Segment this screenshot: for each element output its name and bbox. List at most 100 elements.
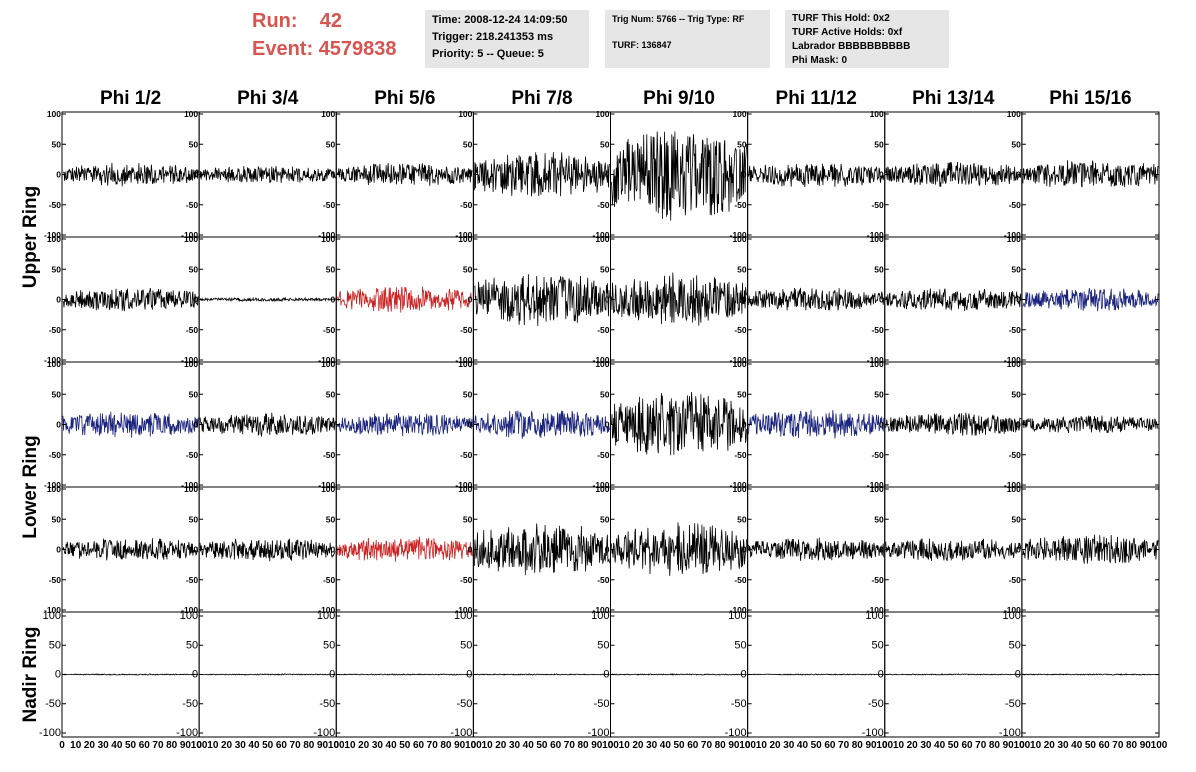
y-tick-label: -50	[597, 450, 610, 460]
waveform-trace	[885, 673, 1022, 676]
y-tick-label: -50	[734, 200, 747, 210]
y-tick-label: 100	[595, 484, 609, 494]
x-tick-label: 50	[536, 740, 548, 751]
x-tick-label: 0	[1019, 740, 1025, 751]
x-tick-label: 0	[471, 740, 477, 751]
y-tick-label: 100	[184, 109, 198, 119]
y-tick-label: 0	[193, 170, 198, 180]
x-tick-label: 0	[333, 740, 339, 751]
y-tick-label: -100	[44, 605, 61, 615]
waveform-trace	[62, 538, 199, 561]
y-tick-label: 0	[331, 170, 336, 180]
x-tick-label: 10	[756, 740, 768, 751]
x-tick-label: 70	[701, 740, 713, 751]
x-tick-label: 100	[465, 740, 482, 751]
y-tick-label: 50	[326, 389, 336, 399]
x-tick-label: 90	[317, 740, 329, 751]
y-tick-label: 50	[52, 514, 62, 524]
x-tick-label: 30	[783, 740, 795, 751]
run-row: Run: 42	[252, 10, 342, 33]
waveform-trace	[336, 163, 473, 186]
x-tick-label: 50	[399, 740, 411, 751]
column-header: Phi 11/12	[776, 88, 857, 109]
y-tick-label: -50	[186, 200, 199, 210]
y-tick-label: 0	[56, 420, 61, 430]
y-tick-label: 100	[47, 484, 61, 494]
waveform-trace	[748, 409, 885, 439]
y-tick-label: 50	[874, 139, 884, 149]
y-tick-label: -50	[45, 698, 61, 710]
y-tick-label: -100	[999, 727, 1021, 739]
y-tick-label: 100	[321, 359, 335, 369]
y-tick-label: -100	[450, 727, 472, 739]
y-tick-label: -100	[587, 727, 609, 739]
y-tick-label: -100	[1004, 230, 1021, 240]
x-tick-label: 40	[523, 740, 535, 751]
y-tick-label: -100	[867, 230, 884, 240]
y-tick-label: 50	[189, 514, 199, 524]
y-tick-label: 50	[189, 264, 199, 274]
x-tick-label: 80	[852, 740, 864, 751]
y-tick-label: 100	[865, 610, 883, 622]
y-tick-label: -50	[49, 450, 62, 460]
y-tick-label: 50	[600, 139, 610, 149]
y-tick-label: 50	[872, 639, 884, 651]
y-tick-label: 50	[600, 389, 610, 399]
x-tick-label: 90	[1140, 740, 1152, 751]
waveform-trace	[474, 274, 610, 326]
y-tick-label: -50	[868, 698, 884, 710]
y-tick-label: 50	[1009, 639, 1021, 651]
y-tick-label: 0	[742, 295, 747, 305]
y-tick-label: 0	[603, 669, 609, 681]
waveform-trace	[885, 161, 1022, 187]
y-tick-label: -50	[1009, 575, 1022, 585]
y-tick-label: -100	[592, 480, 609, 490]
y-tick-label: 50	[463, 514, 473, 524]
y-tick-label: -50	[1005, 698, 1021, 710]
y-tick-label: -50	[456, 698, 472, 710]
x-tick-label: 70	[427, 740, 439, 751]
x-tick-label: 100	[876, 740, 893, 751]
y-tick-label: 50	[737, 514, 747, 524]
y-tick-label: 100	[1007, 359, 1021, 369]
x-tick-label: 0	[59, 740, 65, 751]
priority-text: Priority: 5 -- Queue: 5	[432, 48, 544, 60]
y-tick-label: 50	[1011, 139, 1021, 149]
x-tick-label: 0	[882, 740, 888, 751]
x-tick-label: 30	[98, 740, 110, 751]
y-tick-label: -100	[318, 230, 335, 240]
y-tick-label: 0	[605, 545, 610, 555]
waveform-trace	[1022, 160, 1159, 188]
x-tick-label: 80	[166, 740, 178, 751]
y-tick-label: -50	[460, 450, 473, 460]
y-tick-label: 100	[1007, 109, 1021, 119]
run-event-box: Run: 42 Event: 4579838	[252, 8, 422, 66]
waveform-trace	[62, 411, 199, 438]
trig-num-text: Trig Num: 5766 -- Trig Type: RF	[612, 14, 745, 24]
x-tick-label: 20	[221, 740, 233, 751]
y-tick-label: -50	[597, 200, 610, 210]
x-tick-label: 50	[948, 740, 960, 751]
y-tick-label: 100	[1007, 484, 1021, 494]
x-tick-label: 90	[728, 740, 740, 751]
y-tick-label: 0	[466, 669, 472, 681]
y-tick-label: -50	[182, 698, 198, 710]
column-header: Phi 15/16	[1049, 88, 1131, 109]
x-tick-label: 100	[1014, 740, 1031, 751]
y-tick-label: -100	[44, 355, 61, 365]
y-tick-label: -50	[49, 325, 62, 335]
x-tick-label: 10	[1030, 740, 1042, 751]
x-tick-label: 10	[207, 740, 219, 751]
y-tick-label: 50	[189, 139, 199, 149]
y-tick-label: -100	[592, 605, 609, 615]
x-tick-label: 90	[180, 740, 192, 751]
y-tick-label: 50	[463, 139, 473, 149]
y-tick-label: 100	[317, 610, 335, 622]
y-tick-label: -50	[1009, 200, 1022, 210]
y-tick-label: 100	[458, 484, 472, 494]
y-tick-label: 0	[56, 170, 61, 180]
y-tick-label: 100	[732, 234, 746, 244]
x-tick-label: 70	[564, 740, 576, 751]
x-tick-label: 80	[989, 740, 1001, 751]
y-tick-label: -100	[39, 727, 61, 739]
